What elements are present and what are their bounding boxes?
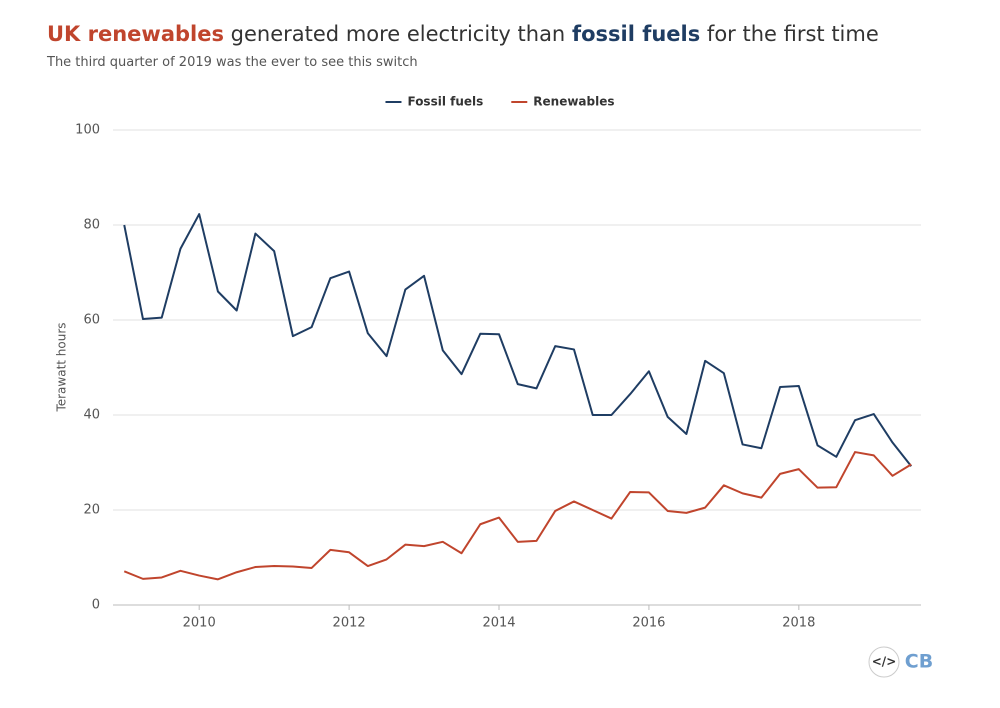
title-part: fossil fuels [571,22,701,46]
y-tick-label: 60 [83,313,100,328]
series-line [123,213,913,467]
legend: Fossil fuels Renewables [385,95,615,109]
y-tick-label: 0 [92,598,100,613]
embed-icon: </> [872,655,897,669]
y-axis-label: Terawatt hours [55,322,69,412]
y-tick-label: 40 [83,408,100,423]
y-tick-label: 100 [75,123,100,138]
y-tick-label: 80 [83,218,100,233]
chart-subtitle: The third quarter of 2019 was the ever t… [47,55,418,70]
y-tick-label: 20 [83,503,100,518]
embed-button [868,646,900,678]
title-part: UK renewables [47,22,224,46]
legend-label: Renewables [533,95,614,109]
x-tick-label: 2016 [632,616,665,631]
x-tick-label: 2010 [183,616,216,631]
x-tick-label: 2018 [782,616,815,631]
title-part: for the first time [706,22,879,46]
chart-title: UK renewables generated more electricity… [47,22,879,46]
x-tick-label: 2014 [482,616,515,631]
legend-label: Fossil fuels [407,95,483,109]
title-part: generated more electricity than [230,22,566,46]
logo: CB [905,651,933,673]
series-line [123,451,912,581]
x-tick-label: 2012 [333,616,366,631]
